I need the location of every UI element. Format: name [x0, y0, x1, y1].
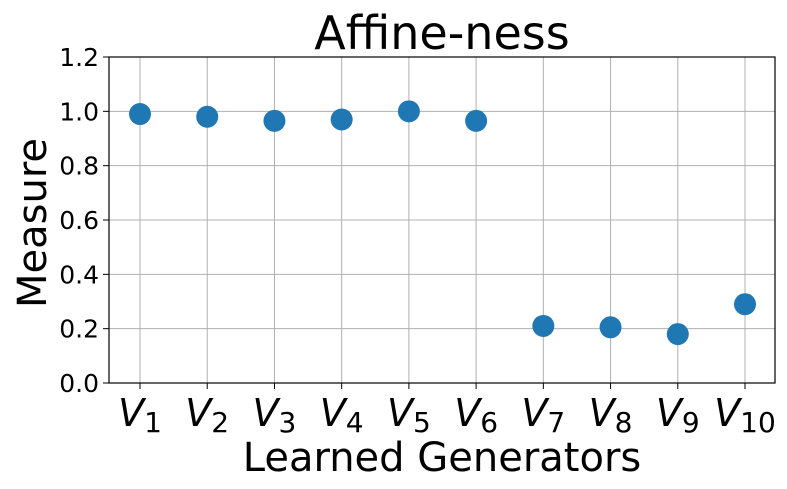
y-tick-label: 0.2	[59, 315, 99, 344]
y-axis-label: Measure	[10, 138, 56, 308]
x-tick-label: V8	[589, 391, 633, 439]
x-tick-label: V10	[714, 391, 776, 439]
y-tick-label: 0.0	[59, 369, 99, 398]
data-point	[734, 293, 756, 316]
chart-title: Affine-ness	[314, 6, 569, 60]
data-point	[330, 108, 353, 131]
y-tick-label: 1.0	[59, 97, 99, 126]
x-tick-label: V4	[320, 391, 364, 439]
x-tick-label: V1	[118, 391, 162, 439]
x-axis-ticks: V1 V2 V3 V4 V5 V6 V7 V8 V9 V10	[118, 383, 776, 439]
data-point	[532, 314, 555, 337]
data-point	[263, 109, 286, 132]
data-point	[129, 103, 151, 126]
x-tick-label: V7	[521, 391, 565, 439]
data-point	[599, 316, 622, 339]
x-tick-label: V6	[454, 391, 498, 439]
y-axis-ticks: 0.0 0.2 0.4 0.6 0.8 1.0 1.2	[59, 43, 109, 398]
y-tick-label: 0.4	[59, 260, 99, 289]
x-tick-label: V2	[185, 391, 229, 439]
y-tick-label: 1.2	[59, 43, 99, 72]
y-tick-label: 0.6	[59, 206, 99, 235]
x-tick-label: V5	[387, 391, 431, 439]
data-point	[196, 105, 219, 128]
x-axis-label: Learned Generators	[243, 435, 641, 481]
x-tick-label: V3	[253, 391, 297, 439]
data-point	[666, 323, 689, 346]
y-tick-label: 0.8	[59, 152, 99, 181]
data-point	[397, 100, 420, 123]
data-point	[465, 109, 488, 132]
data-points	[129, 100, 756, 346]
x-tick-label: V9	[656, 391, 700, 439]
